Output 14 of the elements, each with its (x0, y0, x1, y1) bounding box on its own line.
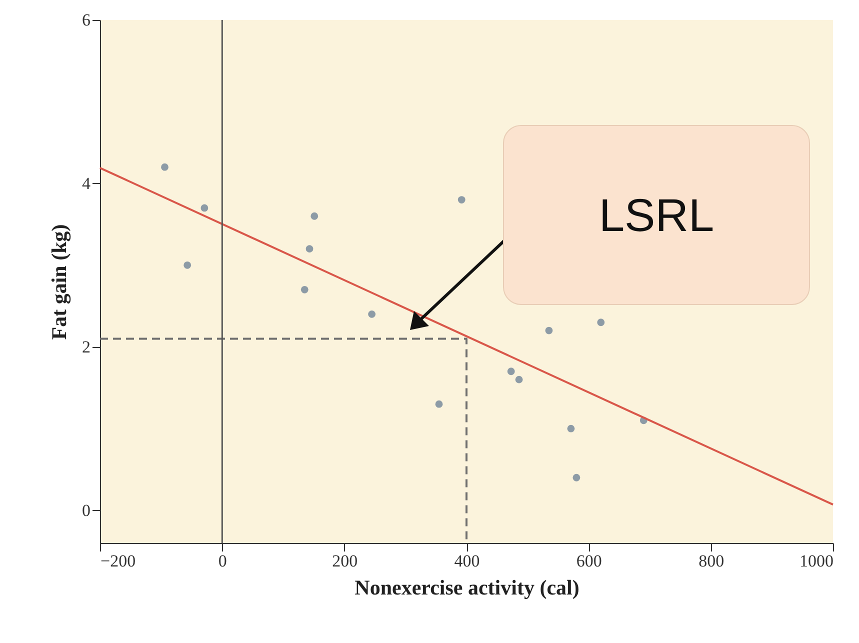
y-axis-title: Fat gain (kg) (47, 224, 71, 340)
x-tick-label: 400 (454, 552, 480, 570)
y-tick-label: 4 (82, 174, 91, 193)
y-tick-label: 2 (82, 337, 90, 356)
x-tick-label: 800 (698, 552, 724, 570)
x-tick-label: 1000 (800, 552, 834, 570)
y-tick-label: 6 (82, 10, 90, 30)
callout-box: LSRL (503, 125, 810, 305)
y-tick-label: 0 (82, 500, 90, 520)
x-tick-label: 600 (576, 552, 602, 570)
x-axis-title: Nonexercise activity (cal) (354, 576, 580, 600)
x-tick-label: −200 (100, 552, 136, 570)
x-tick-label: 200 (332, 552, 358, 570)
x-tick-label: 0 (218, 552, 227, 570)
